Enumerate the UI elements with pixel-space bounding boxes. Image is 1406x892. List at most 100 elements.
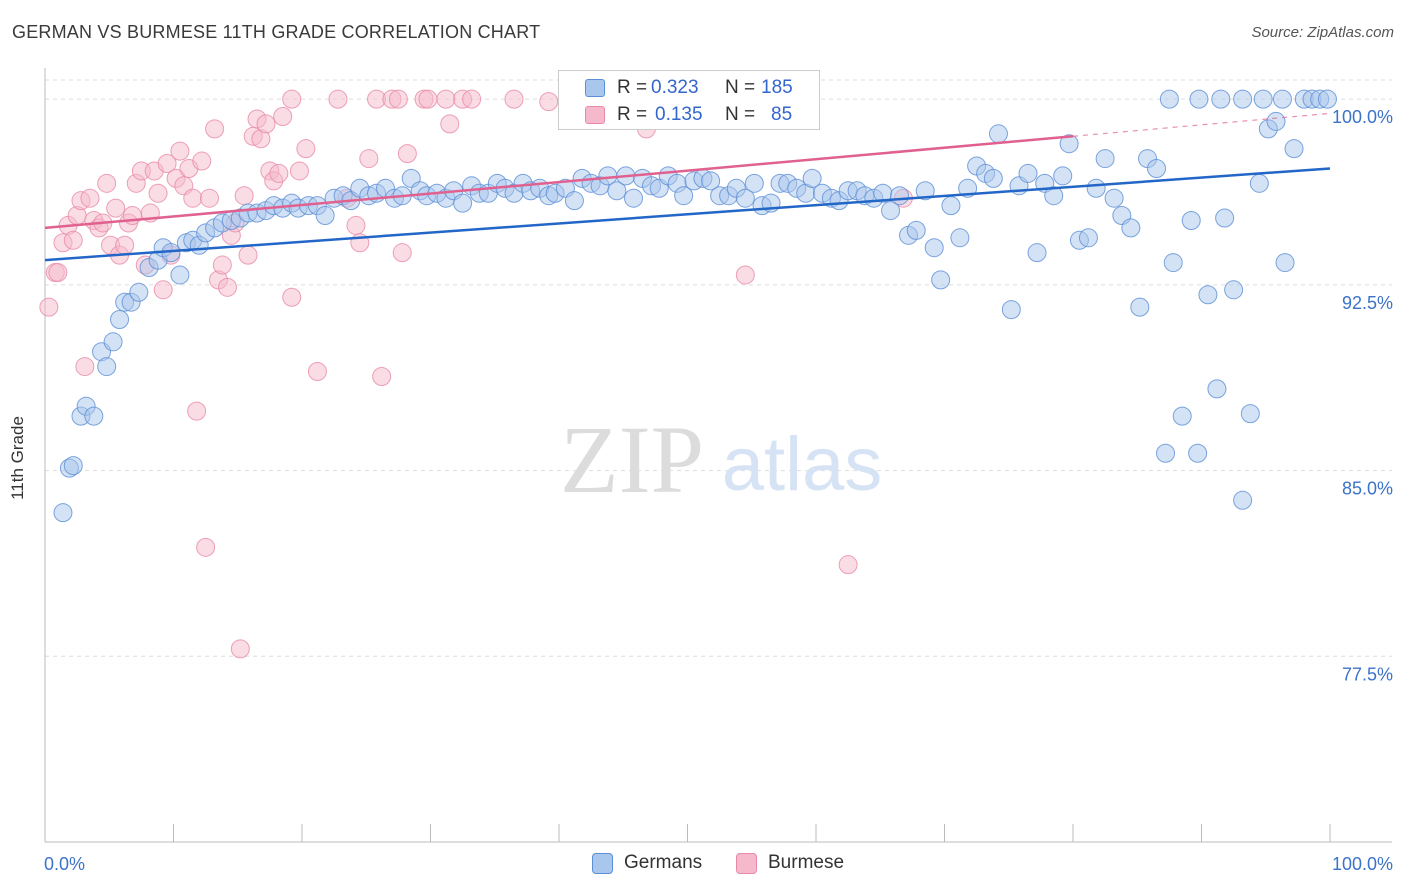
burmese-point: [256, 114, 276, 134]
burmese-point: [238, 245, 258, 265]
germans-point: [1317, 89, 1337, 109]
legend-n-value: 185: [761, 77, 793, 98]
germans-point: [890, 186, 910, 206]
burmese-legend-swatch: [736, 853, 757, 874]
germans-point: [701, 171, 721, 191]
germans-point: [53, 503, 73, 523]
burmese-point: [97, 173, 117, 193]
burmese-point: [282, 287, 302, 307]
burmese-point: [504, 89, 524, 109]
germans-point: [1095, 149, 1115, 169]
burmese-point: [148, 183, 168, 203]
burmese-point: [735, 265, 755, 285]
germans-point: [735, 188, 755, 208]
burmese-point: [106, 198, 126, 218]
germans-point: [988, 124, 1008, 144]
gridlines: [45, 79, 1392, 657]
burmese-point: [269, 163, 289, 183]
germans-point: [1159, 89, 1179, 109]
legend-n-label: N =: [725, 77, 756, 98]
y-tick-label: 92.5%: [1342, 293, 1393, 313]
germans-point: [84, 406, 104, 426]
burmese-trend-line: [44, 135, 1074, 230]
burmese-point: [48, 262, 68, 282]
burmese-point: [170, 141, 190, 161]
germans-point: [915, 181, 935, 201]
germans-point: [1001, 300, 1021, 320]
germans-point: [1284, 139, 1304, 159]
germans-point: [941, 196, 961, 216]
germans-point: [1266, 111, 1286, 131]
germans-point: [63, 456, 83, 476]
burmese-point: [217, 277, 237, 297]
germans-point: [1156, 443, 1176, 463]
burmese-point: [234, 186, 254, 206]
burmese-point: [296, 139, 316, 159]
germans-point: [881, 201, 901, 221]
y-tick-label: 77.5%: [1342, 664, 1393, 684]
burmese-point: [392, 243, 412, 263]
germans-point: [1147, 158, 1167, 178]
stats-legend: R = 0.323 N = 185 R = 0.135 N = 85: [558, 70, 820, 130]
germans-point: [931, 270, 951, 290]
germans-point: [1240, 404, 1260, 424]
x-tick-label-min: 0.0%: [44, 854, 85, 874]
germans-point: [1078, 228, 1098, 248]
burmese-point: [196, 537, 216, 557]
germans-point: [1207, 379, 1227, 399]
germans-point: [1189, 89, 1209, 109]
germans-point: [906, 220, 926, 240]
germans-point: [129, 282, 149, 302]
burmese-point: [153, 280, 173, 300]
trend-lines: [44, 112, 1331, 262]
burmese-point: [282, 89, 302, 109]
germans-point: [924, 238, 944, 258]
burmese-point: [289, 161, 309, 181]
burmese-point: [418, 89, 438, 109]
burmese-point: [307, 362, 327, 382]
legend-n-value: 85: [771, 104, 793, 125]
burmese-point: [192, 151, 212, 171]
burmese-point: [212, 255, 232, 275]
chart-title: GERMAN VS BURMESE 11TH GRADE CORRELATION…: [12, 22, 541, 42]
burmese-point: [75, 357, 95, 377]
burmese-point: [346, 215, 366, 235]
burmese-point: [115, 235, 135, 255]
germans-point: [1211, 89, 1231, 109]
burmese-point: [80, 188, 100, 208]
burmese-point: [273, 106, 293, 126]
burmese-point: [39, 297, 59, 317]
germans-point: [1224, 280, 1244, 300]
germans-point: [744, 173, 764, 193]
watermark: ZIP atlas: [560, 406, 882, 513]
burmese-point: [205, 119, 225, 139]
germans-point: [1249, 173, 1269, 193]
burmese-point: [397, 144, 417, 164]
y-axis-label: 11th Grade: [8, 416, 27, 500]
burmese-swatch: [585, 106, 605, 124]
burmese-point: [440, 114, 460, 134]
y-tick-label: 100.0%: [1332, 107, 1393, 127]
germans-point: [1086, 178, 1106, 198]
chart-source: Source: ZipAtlas.com: [1251, 24, 1394, 41]
germans-points: [53, 89, 1337, 523]
germans-point: [110, 310, 130, 330]
germans-point: [802, 168, 822, 188]
x-tick-label-max: 100.0%: [1332, 854, 1393, 874]
germans-point: [983, 168, 1003, 188]
germans-trend-line: [44, 167, 1331, 262]
germans-point: [1198, 285, 1218, 305]
burmese-point: [462, 89, 482, 109]
germans-legend-label: Germans: [624, 852, 703, 873]
germans-point: [170, 265, 190, 285]
germans-point: [1121, 218, 1141, 238]
burmese-point: [63, 230, 83, 250]
germans-point: [624, 188, 644, 208]
germans-point: [1188, 443, 1208, 463]
germans-point: [1027, 243, 1047, 263]
burmese-point: [230, 639, 250, 659]
watermark-atlas: atlas: [722, 422, 883, 507]
tick-labels: 77.5% 85.0% 92.5% 100.0% 0.0% 100.0%: [44, 107, 1393, 874]
burmese-point: [187, 401, 207, 421]
axes: [44, 68, 1392, 843]
